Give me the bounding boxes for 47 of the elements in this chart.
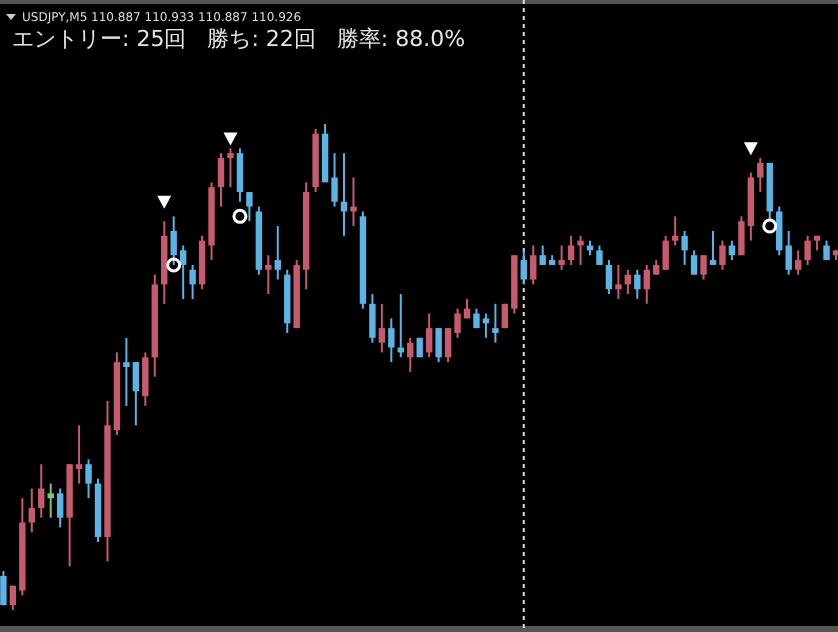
candlestick [558, 244, 565, 271]
point [166, 257, 182, 273]
chart-subtitle: エントリー: 25回 勝ち: 22回 勝率: 88.0% [12, 26, 466, 52]
candlestick [28, 487, 35, 534]
candlestick [38, 463, 45, 519]
candlestick [596, 244, 603, 266]
candlestick [681, 229, 688, 266]
candlestick [369, 293, 376, 344]
candlestick [425, 312, 433, 359]
candlestick [435, 327, 442, 364]
candlestick [142, 351, 149, 407]
candlestick [709, 229, 717, 266]
candlestick [47, 482, 54, 519]
point [232, 208, 248, 224]
candlestick [378, 302, 386, 354]
candlestick [236, 147, 244, 203]
candlestick [189, 263, 196, 300]
candlestick [265, 254, 272, 296]
candlestick [634, 268, 641, 300]
candlestick [794, 249, 802, 276]
candlestick [350, 176, 357, 228]
candlestick [605, 259, 613, 296]
candlestick [577, 234, 584, 266]
candlestick [804, 234, 811, 266]
candlestick [217, 152, 225, 208]
point [157, 195, 172, 209]
candlestick [246, 191, 253, 223]
point [762, 218, 778, 234]
candlestick [530, 244, 537, 286]
candlestick [56, 487, 64, 529]
candlestick [690, 249, 698, 276]
point [743, 142, 758, 156]
candlestick [615, 263, 622, 300]
candlestick [388, 317, 395, 364]
candlestick [0, 570, 7, 607]
candlestick [274, 225, 281, 281]
candlestick [671, 215, 679, 247]
candlestick [492, 302, 499, 344]
candlestick [700, 254, 707, 281]
candlestick [567, 234, 575, 266]
candlestick [520, 249, 527, 286]
candlestick [757, 157, 764, 194]
candlestick [227, 147, 234, 189]
point [223, 132, 238, 146]
candlestick [85, 458, 92, 500]
candlestick [719, 239, 726, 271]
candlestick [407, 336, 414, 373]
